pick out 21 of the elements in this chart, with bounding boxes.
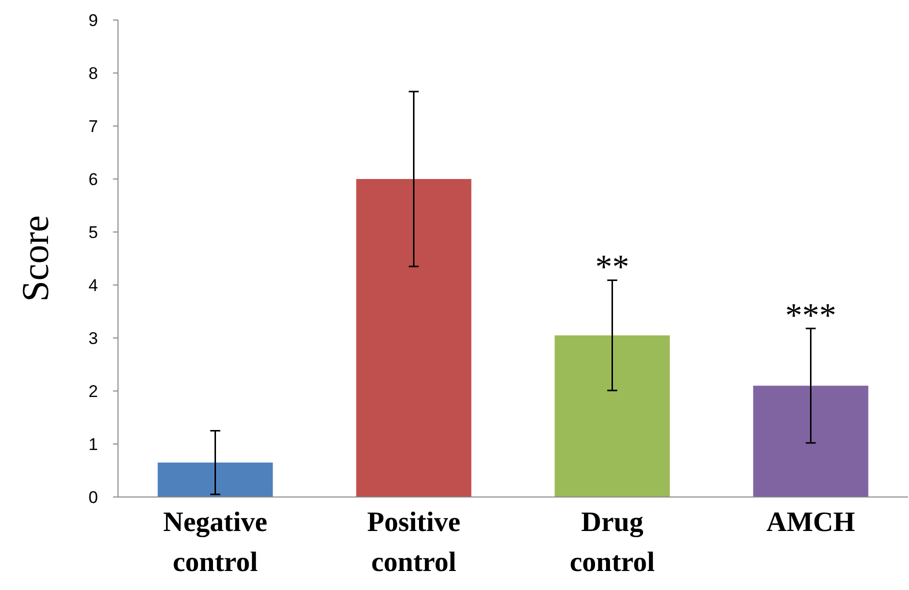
x-tick-label: Positive control [367, 507, 460, 578]
x-tick-label: Drug control [570, 507, 655, 578]
y-tick-label: 3 [88, 328, 98, 348]
y-tick-label: 5 [88, 222, 98, 242]
y-tick-label: 4 [88, 276, 98, 295]
x-tick-label: AMCH [766, 507, 856, 538]
y-tick-label: 6 [88, 170, 98, 189]
bar [158, 462, 273, 497]
y-axis-title: Score [15, 215, 57, 302]
y-tick-label: 2 [88, 382, 98, 401]
bar [356, 179, 472, 497]
y-tick-label: 8 [88, 64, 98, 83]
annotation: *** [785, 297, 836, 334]
y-tick-label: 7 [88, 116, 98, 136]
y-tick-label: 1 [88, 434, 98, 454]
bar [554, 335, 670, 497]
x-tick-label: Negative control [163, 507, 268, 578]
y-tick-label: 9 [88, 10, 98, 30]
y-tick-label: 0 [88, 488, 98, 507]
bar [753, 386, 868, 497]
annotation: ** [595, 249, 630, 286]
